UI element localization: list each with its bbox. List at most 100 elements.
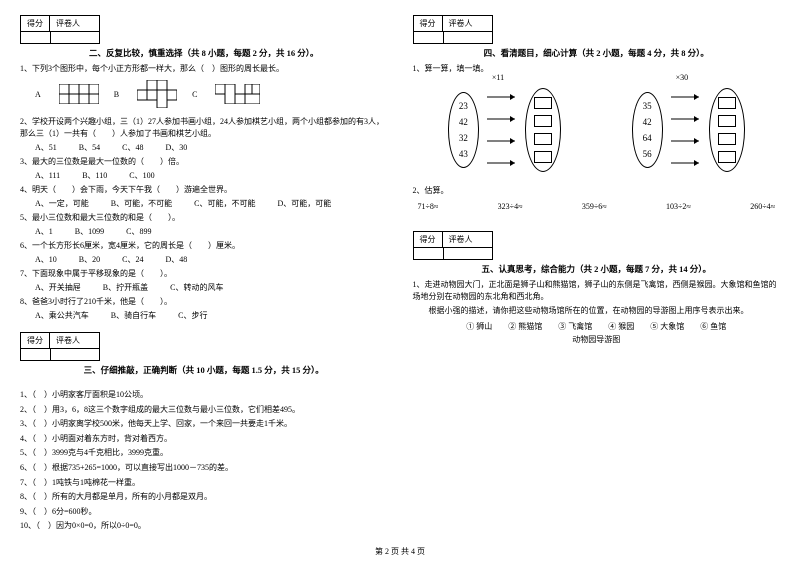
score-box-5: 得分 评卷人 bbox=[413, 231, 493, 260]
q7: 7、下面现象中属于平移现象的是（ ）。 bbox=[20, 268, 388, 280]
q3b: B、110 bbox=[82, 170, 107, 181]
q4a: A、一定，可能 bbox=[35, 198, 89, 209]
reviewer-blank-3 bbox=[51, 349, 99, 360]
reviewer-label-4: 评卷人 bbox=[443, 16, 479, 31]
q7c: C、转动的风车 bbox=[170, 282, 223, 293]
q5: 5、最小三位数和最大三位数的和是（ ）。 bbox=[20, 212, 388, 224]
score-blank-3 bbox=[21, 349, 51, 360]
q2b: B、54 bbox=[79, 142, 100, 153]
q6-options: A、10 B、20 C、24 D、48 bbox=[20, 254, 388, 265]
q3c: C、100 bbox=[129, 170, 154, 181]
score-label-3: 得分 bbox=[21, 333, 50, 348]
mult1-label: ×11 bbox=[492, 73, 504, 82]
reviewer-blank-4 bbox=[444, 32, 492, 43]
q3a: A、111 bbox=[35, 170, 60, 181]
zoo-title: 动物园导游图 bbox=[413, 334, 781, 345]
ov1-2: 32 bbox=[459, 133, 468, 143]
ov1-1: 42 bbox=[459, 117, 468, 127]
q4b: B、可能，不可能 bbox=[111, 198, 172, 209]
section3-title: 三、仔细推敲，正确判断（共 10 小题，每题 1.5 分，共 15 分）。 bbox=[20, 364, 388, 376]
j10: 10、（ ）因为0×0=0，所以0÷0=0。 bbox=[20, 519, 388, 533]
q4: 4、明天（ ）会下雨，今天下午我（ ）游遍全世界。 bbox=[20, 184, 388, 196]
q6c: C、24 bbox=[122, 254, 143, 265]
oval-2-result bbox=[709, 88, 745, 172]
shapes-row: A B C bbox=[35, 80, 388, 108]
score-blank bbox=[21, 32, 51, 43]
shape-a bbox=[59, 84, 99, 104]
ov1-0: 23 bbox=[459, 101, 468, 111]
q5-options: A、1 B、1099 C、899 bbox=[20, 226, 388, 237]
j3: 3、（ ）小明家离学校500米，他每天上学、回家，一个来回一共要走1千米。 bbox=[20, 417, 388, 431]
calc-group-1: 23 42 32 43 ×11 bbox=[448, 85, 561, 175]
page-footer: 第 2 页 共 4 页 bbox=[0, 546, 800, 557]
score-box-3: 得分 评卷人 bbox=[20, 332, 100, 361]
reviewer-label: 评卷人 bbox=[50, 16, 86, 31]
q8c: C、步行 bbox=[178, 310, 207, 321]
arrow-svg-2 bbox=[671, 85, 701, 175]
score-blank-4 bbox=[414, 32, 444, 43]
score-label-4: 得分 bbox=[414, 16, 443, 31]
reviewer-blank bbox=[51, 32, 99, 43]
arrows-1: ×11 bbox=[487, 85, 517, 175]
score-box-4: 得分 评卷人 bbox=[413, 15, 493, 44]
box-2 bbox=[534, 115, 552, 127]
q7a: A、开关抽屉 bbox=[35, 282, 81, 293]
box-8 bbox=[718, 151, 736, 163]
arrow-svg-1 bbox=[487, 85, 517, 175]
q6d: D、48 bbox=[165, 254, 187, 265]
j4: 4、（ ）小明面对着东方时，背对着西方。 bbox=[20, 432, 388, 446]
score-blank-5 bbox=[414, 248, 444, 259]
q1: 1、下列3个图形中，每个小正方形都一样大，那么（ ）图形的周长最长。 bbox=[20, 63, 388, 75]
box-5 bbox=[718, 97, 736, 109]
q6b: B、20 bbox=[79, 254, 100, 265]
box-7 bbox=[718, 133, 736, 145]
page-content: 得分 评卷人 二、反复比较，慎重选择（共 8 小题，每题 2 分，共 16 分）… bbox=[0, 0, 800, 539]
oval-2: 35 42 64 56 bbox=[632, 92, 663, 168]
q6: 6、一个长方形长6厘米，宽4厘米，它的周长是（ ）厘米。 bbox=[20, 240, 388, 252]
j5: 5、（ ）3999克与4千克相比，3999克重。 bbox=[20, 446, 388, 460]
right-column: 得分 评卷人 四、看清题目，细心计算（共 2 小题，每题 4 分，共 8 分）。… bbox=[413, 15, 781, 534]
q7b: B、拧开瓶盖 bbox=[103, 282, 148, 293]
shape-c bbox=[215, 84, 260, 104]
est3: 103÷2≈ bbox=[666, 202, 691, 211]
est4: 260÷4≈ bbox=[750, 202, 775, 211]
j7: 7、（ ）1吨铁与1吨棉花一样重。 bbox=[20, 476, 388, 490]
q2c: C、48 bbox=[122, 142, 143, 153]
oval-1: 23 42 32 43 bbox=[448, 92, 479, 168]
score-label: 得分 bbox=[21, 16, 50, 31]
q2-options: A、51 B、54 C、48 D、30 bbox=[20, 142, 388, 153]
s4q2: 2、估算。 bbox=[413, 185, 781, 197]
q8b: B、骑自行车 bbox=[111, 310, 156, 321]
est0: 71÷8≈ bbox=[418, 202, 439, 211]
q2d: D、30 bbox=[165, 142, 187, 153]
calc-diagram: 23 42 32 43 ×11 bbox=[413, 85, 781, 175]
ov2-1: 42 bbox=[643, 117, 652, 127]
q6a: A、10 bbox=[35, 254, 57, 265]
q5b: B、1099 bbox=[75, 226, 104, 237]
q8a: A、乘公共汽车 bbox=[35, 310, 89, 321]
q3-options: A、111 B、110 C、100 bbox=[20, 170, 388, 181]
ov2-3: 56 bbox=[643, 149, 652, 159]
s4q1: 1、算一算，填一填。 bbox=[413, 63, 781, 75]
reviewer-label-3: 评卷人 bbox=[50, 333, 86, 348]
box-1 bbox=[534, 97, 552, 109]
estimate-row: 71÷8≈ 323÷4≈ 359÷6≈ 103÷2≈ 260÷4≈ bbox=[413, 202, 781, 211]
box-3 bbox=[534, 133, 552, 145]
q8-options: A、乘公共汽车 B、骑自行车 C、步行 bbox=[20, 310, 388, 321]
score-label-5: 得分 bbox=[414, 232, 443, 247]
label-b: B bbox=[114, 90, 119, 99]
box-4 bbox=[534, 151, 552, 163]
mult2-label: ×30 bbox=[676, 73, 689, 82]
box-6 bbox=[718, 115, 736, 127]
j1: 1、（ ）小明家客厅面积是10公顷。 bbox=[20, 388, 388, 402]
score-box-2: 得分 评卷人 bbox=[20, 15, 100, 44]
ov2-2: 64 bbox=[643, 133, 652, 143]
arrows-2: ×30 bbox=[671, 85, 701, 175]
q2a: A、51 bbox=[35, 142, 57, 153]
q8: 8、爸爸3小时行了210千米，他是（ ）。 bbox=[20, 296, 388, 308]
zoo-list: ① 狮山 ② 熊猫馆 ③ 飞禽馆 ④ 猴园 ⑤ 大象馆 ⑥ 鱼馆 bbox=[413, 321, 781, 332]
calc-group-2: 35 42 64 56 ×30 bbox=[632, 85, 745, 175]
ov2-0: 35 bbox=[643, 101, 652, 111]
label-c: C bbox=[192, 90, 197, 99]
est2: 359÷6≈ bbox=[582, 202, 607, 211]
